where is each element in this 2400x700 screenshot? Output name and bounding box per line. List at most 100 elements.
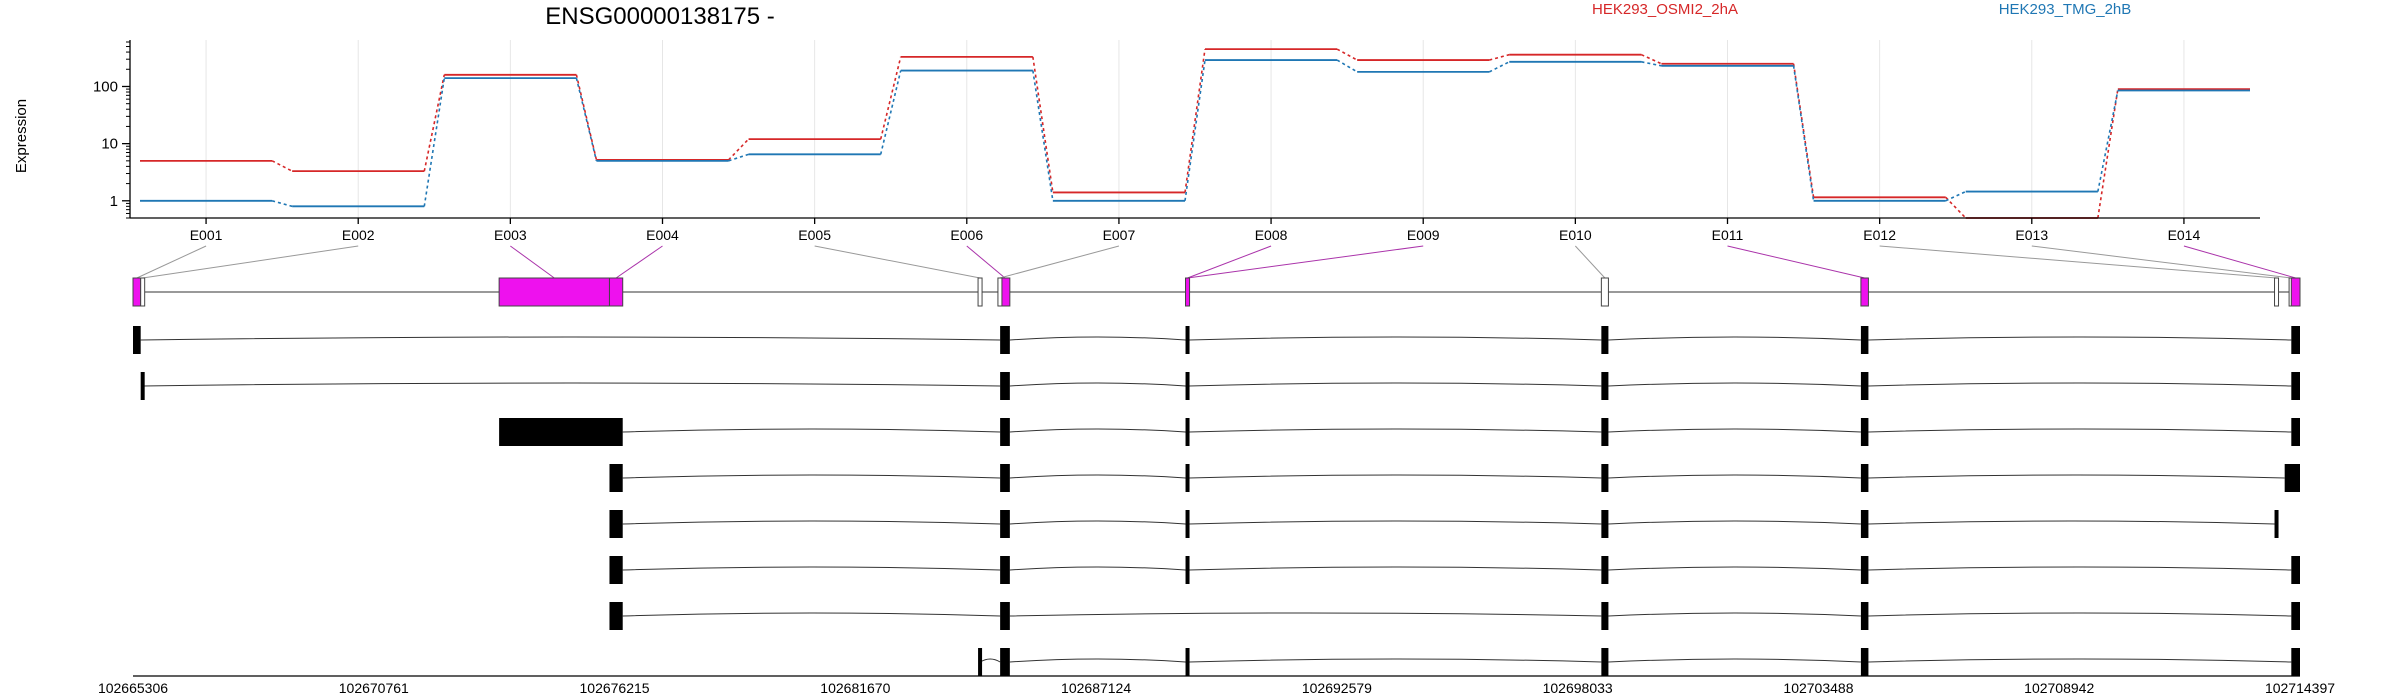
exon-connector-E014 [2183, 245, 2296, 279]
transcript-exon [609, 556, 623, 584]
transcript-intron [1189, 428, 1602, 433]
data-connector [2097, 88, 2119, 219]
exon-box-E004 [608, 277, 624, 307]
data-connector [1945, 196, 1967, 219]
transcript-exon [133, 326, 141, 354]
transcript-exon [1860, 556, 1869, 584]
transcript-exon [1000, 372, 1010, 400]
transcript-intron [1608, 382, 1861, 387]
transcript-row [609, 510, 2279, 538]
transcript-intron [980, 658, 1001, 663]
transcript-intron [1009, 612, 1602, 617]
transcript-exon [1000, 418, 1010, 446]
coord-label: 102703488 [1783, 680, 1853, 696]
transcript-row [499, 418, 2300, 446]
transcript-intron [1868, 382, 2292, 387]
data-connector [879, 56, 902, 140]
transcript-intron [1189, 336, 1602, 341]
transcript-intron [622, 520, 1001, 525]
data-series [140, 48, 2250, 219]
transcript-row [978, 648, 2300, 676]
coord-label: 102670761 [339, 680, 409, 696]
genomic-coordinate-axis: 102665306 102670761 102676215 102681670 1026… [98, 675, 2335, 696]
exon-box-E010 [1600, 277, 1609, 307]
exon-box-E001 [132, 277, 142, 307]
data-connector [2097, 90, 2119, 192]
transcript-intron [1608, 566, 1861, 571]
exon-connector-E013 [2031, 245, 2292, 279]
exon-connectors [136, 245, 2296, 279]
series-0 [140, 48, 2250, 219]
transcript-exon [1000, 648, 1010, 676]
transcript-exon [2291, 372, 2300, 400]
transcript-exon [2291, 418, 2300, 446]
data-connector [1641, 53, 1662, 65]
transcript-exon [1601, 602, 1609, 630]
transcript-intron [1868, 658, 2292, 663]
coord-label: 102692579 [1302, 680, 1372, 696]
transcript-exon [1601, 418, 1609, 446]
transcript-intron [622, 612, 1001, 617]
transcript-exon [1860, 510, 1869, 538]
y-tick-label: 100 [93, 78, 118, 95]
transcript-exon [1860, 418, 1869, 446]
exon-label: E007 [1103, 227, 1136, 243]
transcript-exon [1185, 326, 1190, 354]
axes: 1 10 100 [93, 40, 131, 219]
transcript-intron [1868, 612, 2292, 617]
transcript-intron [1189, 566, 1602, 571]
transcript-exon [2291, 648, 2300, 676]
transcript-exon [2284, 464, 2300, 492]
exon-label: E010 [1559, 227, 1592, 243]
data-connector [271, 200, 293, 208]
transcript-exon [1000, 510, 1010, 538]
exon-connector-E001 [136, 245, 207, 279]
data-connector [1336, 59, 1358, 73]
y-tick-label: 10 [101, 136, 118, 153]
transcript-exon [1185, 510, 1190, 538]
data-connector [423, 78, 446, 207]
coord-label: 102665306 [98, 680, 168, 696]
exon-axis: E001 E002 E003 E004 E005 E006 E007 E008 E009 E010… [130, 217, 2260, 243]
transcript-intron [622, 566, 1001, 571]
gene-model [132, 277, 2301, 307]
transcript-row [609, 602, 2300, 630]
coord-label: 102698033 [1543, 680, 1613, 696]
data-connector [1489, 53, 1510, 61]
exon-connector-E003 [510, 245, 555, 279]
transcript-intron [1608, 474, 1861, 479]
exon-connector-E008 [1187, 245, 1272, 279]
y-tick-label: 1 [110, 193, 118, 210]
exon-connector-E009 [1187, 245, 1424, 279]
transcript-exon [1860, 648, 1869, 676]
data-connector [728, 153, 749, 162]
exon-box-E009 [1185, 277, 1191, 307]
exon-connector-E010 [1574, 245, 1606, 279]
transcript-intron [622, 474, 1001, 479]
transcript-intron [1189, 474, 1602, 479]
transcript-intron [1189, 382, 1602, 387]
legend-entry-osmi2: HEK293_OSMI2_2hA [1592, 1, 1738, 18]
transcript-row [133, 326, 2300, 354]
transcript-exon [1000, 602, 1010, 630]
transcript-intron [1009, 336, 1186, 341]
transcript-intron [1868, 566, 2292, 571]
transcript-intron [1868, 336, 2292, 341]
exon-connector-E005 [814, 245, 981, 279]
coord-label: 102681670 [820, 680, 890, 696]
data-connector [1336, 48, 1358, 61]
transcript-exon [609, 464, 623, 492]
transcript-exon [2291, 556, 2300, 584]
transcript-exon [609, 510, 623, 538]
data-connector [1792, 65, 1815, 201]
transcript-intron [1868, 474, 2285, 479]
transcript-intron [1009, 566, 1186, 571]
exon-label: E008 [1255, 227, 1288, 243]
exon-label: E013 [2015, 227, 2048, 243]
data-connector [423, 74, 446, 172]
transcript-exon [1601, 464, 1609, 492]
transcript-intron [1009, 658, 1186, 663]
transcript-exon [2291, 326, 2300, 354]
coord-label: 102687124 [1061, 680, 1131, 696]
transcript-exon [2291, 602, 2300, 630]
